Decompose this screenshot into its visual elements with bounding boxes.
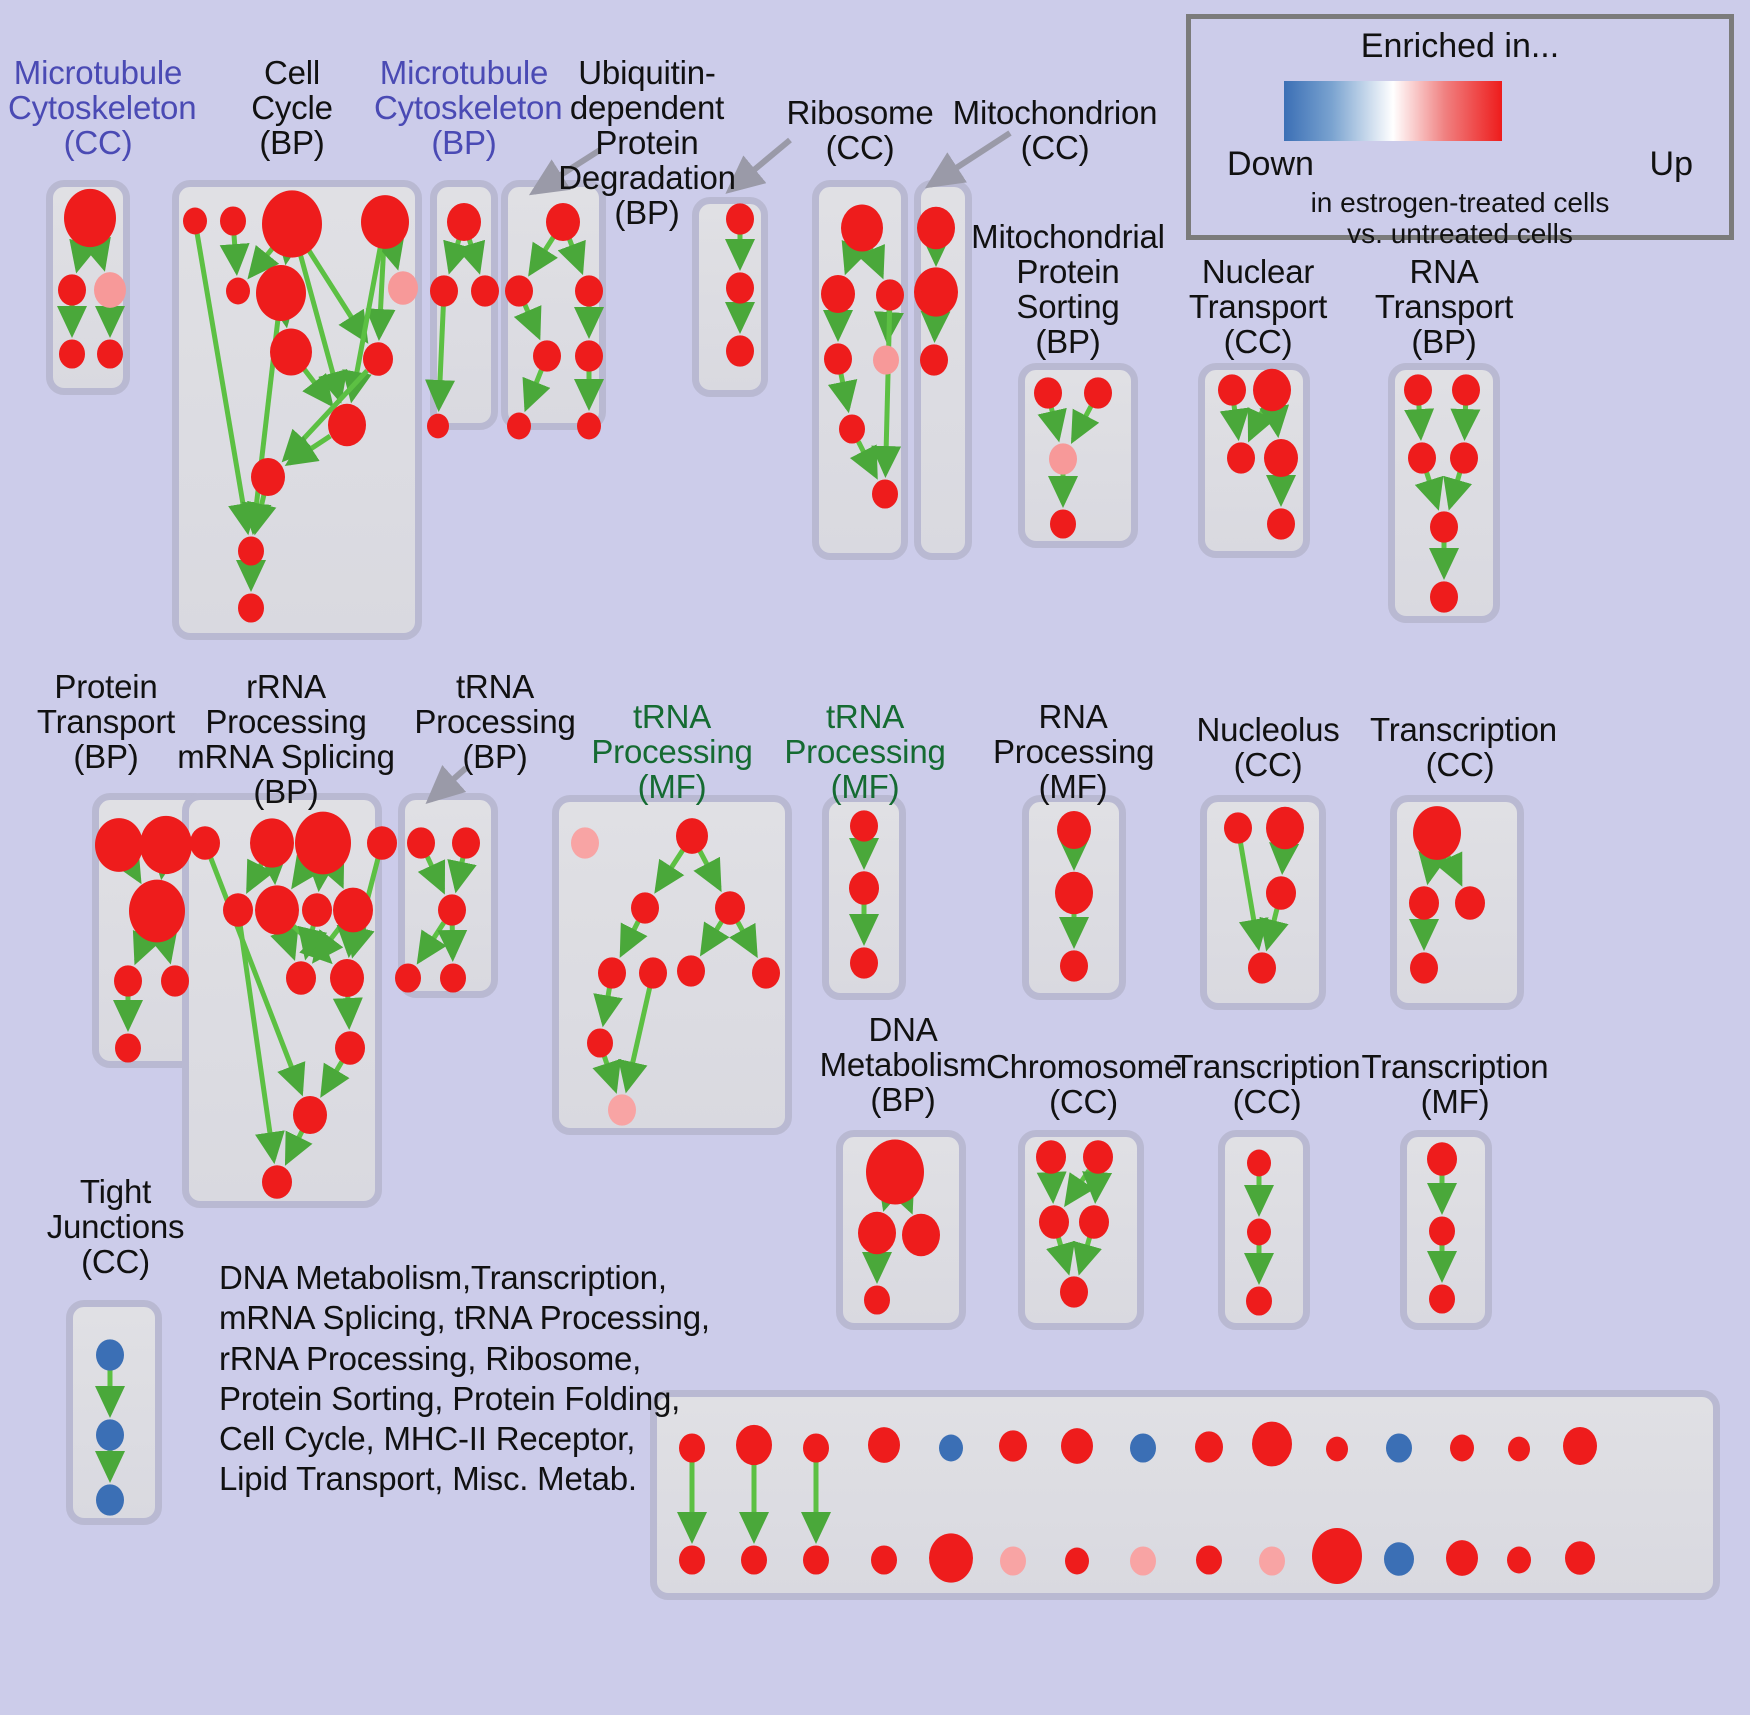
footnote-category-list: DNA Metabolism,Transcription, mRNA Splic… <box>219 1259 710 1498</box>
label-rrna-processing-mrna-splicing-bp: rRNA Processing mRNA Splicing (BP) <box>177 668 395 810</box>
cluster-box <box>914 180 972 560</box>
label-mitochondrion-cc: Mitochondrion (CC) <box>952 94 1158 166</box>
label-transcription-mf: Transcription (MF) <box>1361 1048 1549 1120</box>
legend-low-label: Down <box>1227 145 1314 183</box>
label-rna-transport-bp: RNA Transport (BP) <box>1374 253 1514 360</box>
cluster-box <box>1022 795 1126 1000</box>
label-chromosome-cc: Chromosome (CC) <box>986 1048 1183 1120</box>
label-tight-junctions-cc: Tight Junctions (CC) <box>46 1173 185 1280</box>
label-trna-processing-mf-2: tRNA Processing (MF) <box>784 698 946 805</box>
cluster-box <box>1400 1130 1492 1330</box>
cluster-box <box>836 1130 966 1330</box>
cluster-box <box>398 793 498 998</box>
label-nuclear-transport-cc: Nuclear Transport (CC) <box>1188 253 1328 360</box>
label-mitochondrial-protein-sorting-bp: Mitochondrial Protein Sorting (BP) <box>971 218 1165 360</box>
label-trna-processing-bp: tRNA Processing (BP) <box>414 668 576 775</box>
legend-title: Enriched in... <box>1360 27 1560 65</box>
legend-panel: Enriched in... Down Up in estrogen-treat… <box>1186 14 1734 249</box>
cluster-box <box>182 793 382 1208</box>
cluster-box <box>172 180 422 640</box>
cluster-box <box>812 180 908 560</box>
cluster-box <box>1198 363 1310 558</box>
cluster-box <box>1200 795 1326 1010</box>
label-transcription-cc-top: Transcription (CC) <box>1370 711 1557 783</box>
cluster-box <box>1388 363 1500 623</box>
label-transcription-cc-bottom: Transcription (CC) <box>1173 1048 1361 1120</box>
label-rna-processing-mf: RNA Processing (MF) <box>993 698 1155 805</box>
cluster-box <box>46 180 130 395</box>
legend-high-label: Up <box>1649 145 1693 183</box>
cluster-box <box>1218 1130 1310 1330</box>
label-dna-metabolism-bp: DNA Metabolism (BP) <box>819 1011 987 1118</box>
cluster-box <box>1390 795 1524 1010</box>
cluster-box <box>650 1390 1720 1600</box>
cluster-box <box>552 795 792 1135</box>
legend-color-gradient <box>1284 81 1502 141</box>
label-protein-transport-bp: Protein Transport (BP) <box>36 668 176 775</box>
cluster-box <box>1018 363 1138 548</box>
label-microtubule-cytoskeleton-cc: Microtubule Cytoskeleton (CC) <box>8 54 197 161</box>
legend-subtitle: in estrogen-treated cells vs. untreated … <box>1310 187 1610 250</box>
label-ribosome-cc: Ribosome (CC) <box>786 94 934 166</box>
cluster-box <box>430 180 498 430</box>
label-cell-cycle-bp: Cell Cycle (BP) <box>251 54 333 161</box>
label-nucleolus-cc: Nucleolus (CC) <box>1196 711 1340 783</box>
cluster-box <box>822 795 906 1000</box>
cluster-box <box>1018 1130 1144 1330</box>
label-trna-processing-mf-1: tRNA Processing (MF) <box>591 698 753 805</box>
label-ubiquitin-dependent-protein-degradation-bp: Ubiquitin- dependent Protein Degradation… <box>558 54 736 231</box>
cluster-box <box>66 1300 162 1525</box>
label-microtubule-cytoskeleton-bp: Microtubule Cytoskeleton (BP) <box>374 54 563 161</box>
